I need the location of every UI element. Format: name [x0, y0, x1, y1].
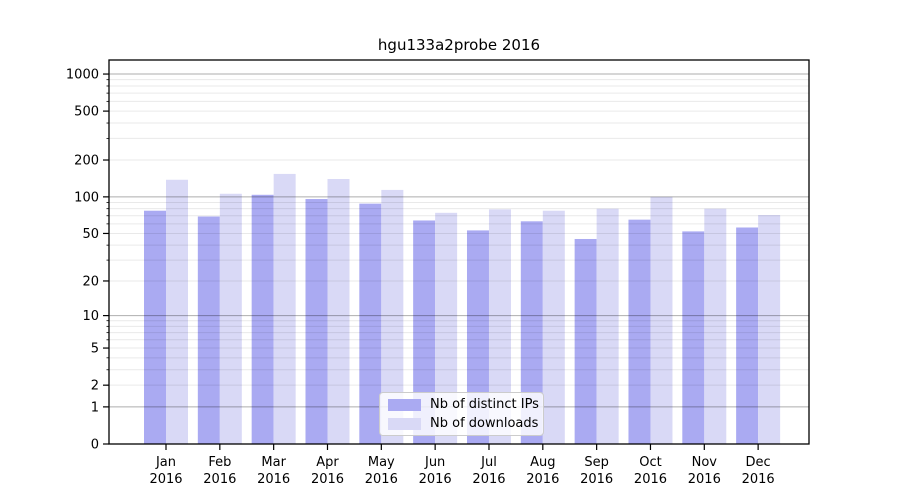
bar-jan-distinct-ips — [144, 210, 166, 444]
bars — [144, 173, 781, 444]
bar-dec-downloads — [758, 214, 781, 444]
y-axis: 0 1 2 5 10 20 50 100 200 500 1000 — [66, 68, 109, 453]
bar-jun-downloads — [435, 212, 458, 444]
y-tick-label-1000: 1000 — [66, 68, 99, 83]
bar-may-downloads — [381, 189, 404, 444]
bar-apr-distinct-ips — [305, 199, 328, 444]
y-tick-label-500: 500 — [74, 105, 99, 120]
bar-jul-downloads — [488, 209, 511, 444]
bar-aug-downloads — [542, 210, 565, 444]
y-tick-label-50: 50 — [82, 227, 99, 242]
bar-feb-distinct-ips — [197, 216, 220, 444]
y-tick-label-10: 10 — [82, 309, 99, 324]
bar-jul-distinct-ips — [466, 230, 489, 444]
y-tick-label-2: 2 — [91, 379, 99, 394]
x-tick-label-may: May 2016 — [365, 455, 398, 487]
bar-aug-distinct-ips — [520, 221, 543, 444]
x-axis: Jan 2016 Feb 2016 Mar 2016 Apr 2016 May 2016 Jun 20… — [149, 444, 775, 487]
x-tick-label-jan: Jan 2016 — [149, 455, 182, 487]
bar-dec-distinct-ips — [736, 227, 759, 444]
y-tick-label-1: 1 — [91, 400, 99, 415]
y-tick-label-200: 200 — [74, 154, 99, 169]
bar-mar-downloads — [273, 173, 296, 444]
x-tick-label-feb: Feb 2016 — [203, 455, 236, 487]
x-tick-label-dec: Dec 2016 — [742, 455, 775, 487]
y-tick-label-0: 0 — [91, 438, 99, 453]
y-tick-label-100: 100 — [74, 190, 99, 205]
bar-nov-distinct-ips — [682, 231, 705, 444]
gridlines — [109, 73, 809, 408]
legend-label-distinct-ips: Nb of distinct IPs — [430, 397, 539, 412]
x-tick-label-apr: Apr 2016 — [311, 455, 344, 487]
chart-title: hgu133a2probe 2016 — [377, 36, 541, 54]
legend-item-downloads: Nb of downloads — [388, 416, 539, 431]
legend-swatch-distinct-ips — [388, 398, 421, 411]
bar-apr-downloads — [327, 179, 350, 444]
legend: Nb of distinct IPs Nb of downloads — [379, 392, 544, 436]
bar-nov-downloads — [704, 208, 727, 444]
legend-swatch-downloads — [388, 417, 421, 430]
x-tick-label-nov: Nov 2016 — [688, 455, 721, 487]
y-tick-label-20: 20 — [82, 274, 99, 289]
bar-oct-distinct-ips — [628, 219, 651, 444]
x-tick-label-sep: Sep 2016 — [580, 455, 613, 487]
bar-mar-distinct-ips — [251, 194, 274, 444]
x-tick-label-aug: Aug 2016 — [526, 455, 559, 487]
bar-jun-distinct-ips — [413, 220, 436, 444]
y-tick-label-5: 5 — [91, 342, 99, 357]
bar-sep-distinct-ips — [574, 238, 597, 444]
x-tick-label-jun: Jun 2016 — [419, 455, 452, 487]
legend-label-downloads: Nb of downloads — [430, 416, 539, 431]
bar-sep-downloads — [596, 208, 619, 444]
bar-feb-downloads — [219, 193, 242, 444]
bar-oct-downloads — [650, 196, 673, 444]
axes-frame — [108, 59, 810, 445]
x-tick-label-mar: Mar 2016 — [257, 455, 290, 487]
bar-jan-downloads — [166, 179, 188, 444]
x-tick-label-jul: Jul 2016 — [472, 455, 505, 487]
legend-item-distinct-ips: Nb of distinct IPs — [388, 397, 539, 412]
bar-may-distinct-ips — [359, 203, 382, 444]
x-tick-label-oct: Oct 2016 — [634, 455, 667, 487]
